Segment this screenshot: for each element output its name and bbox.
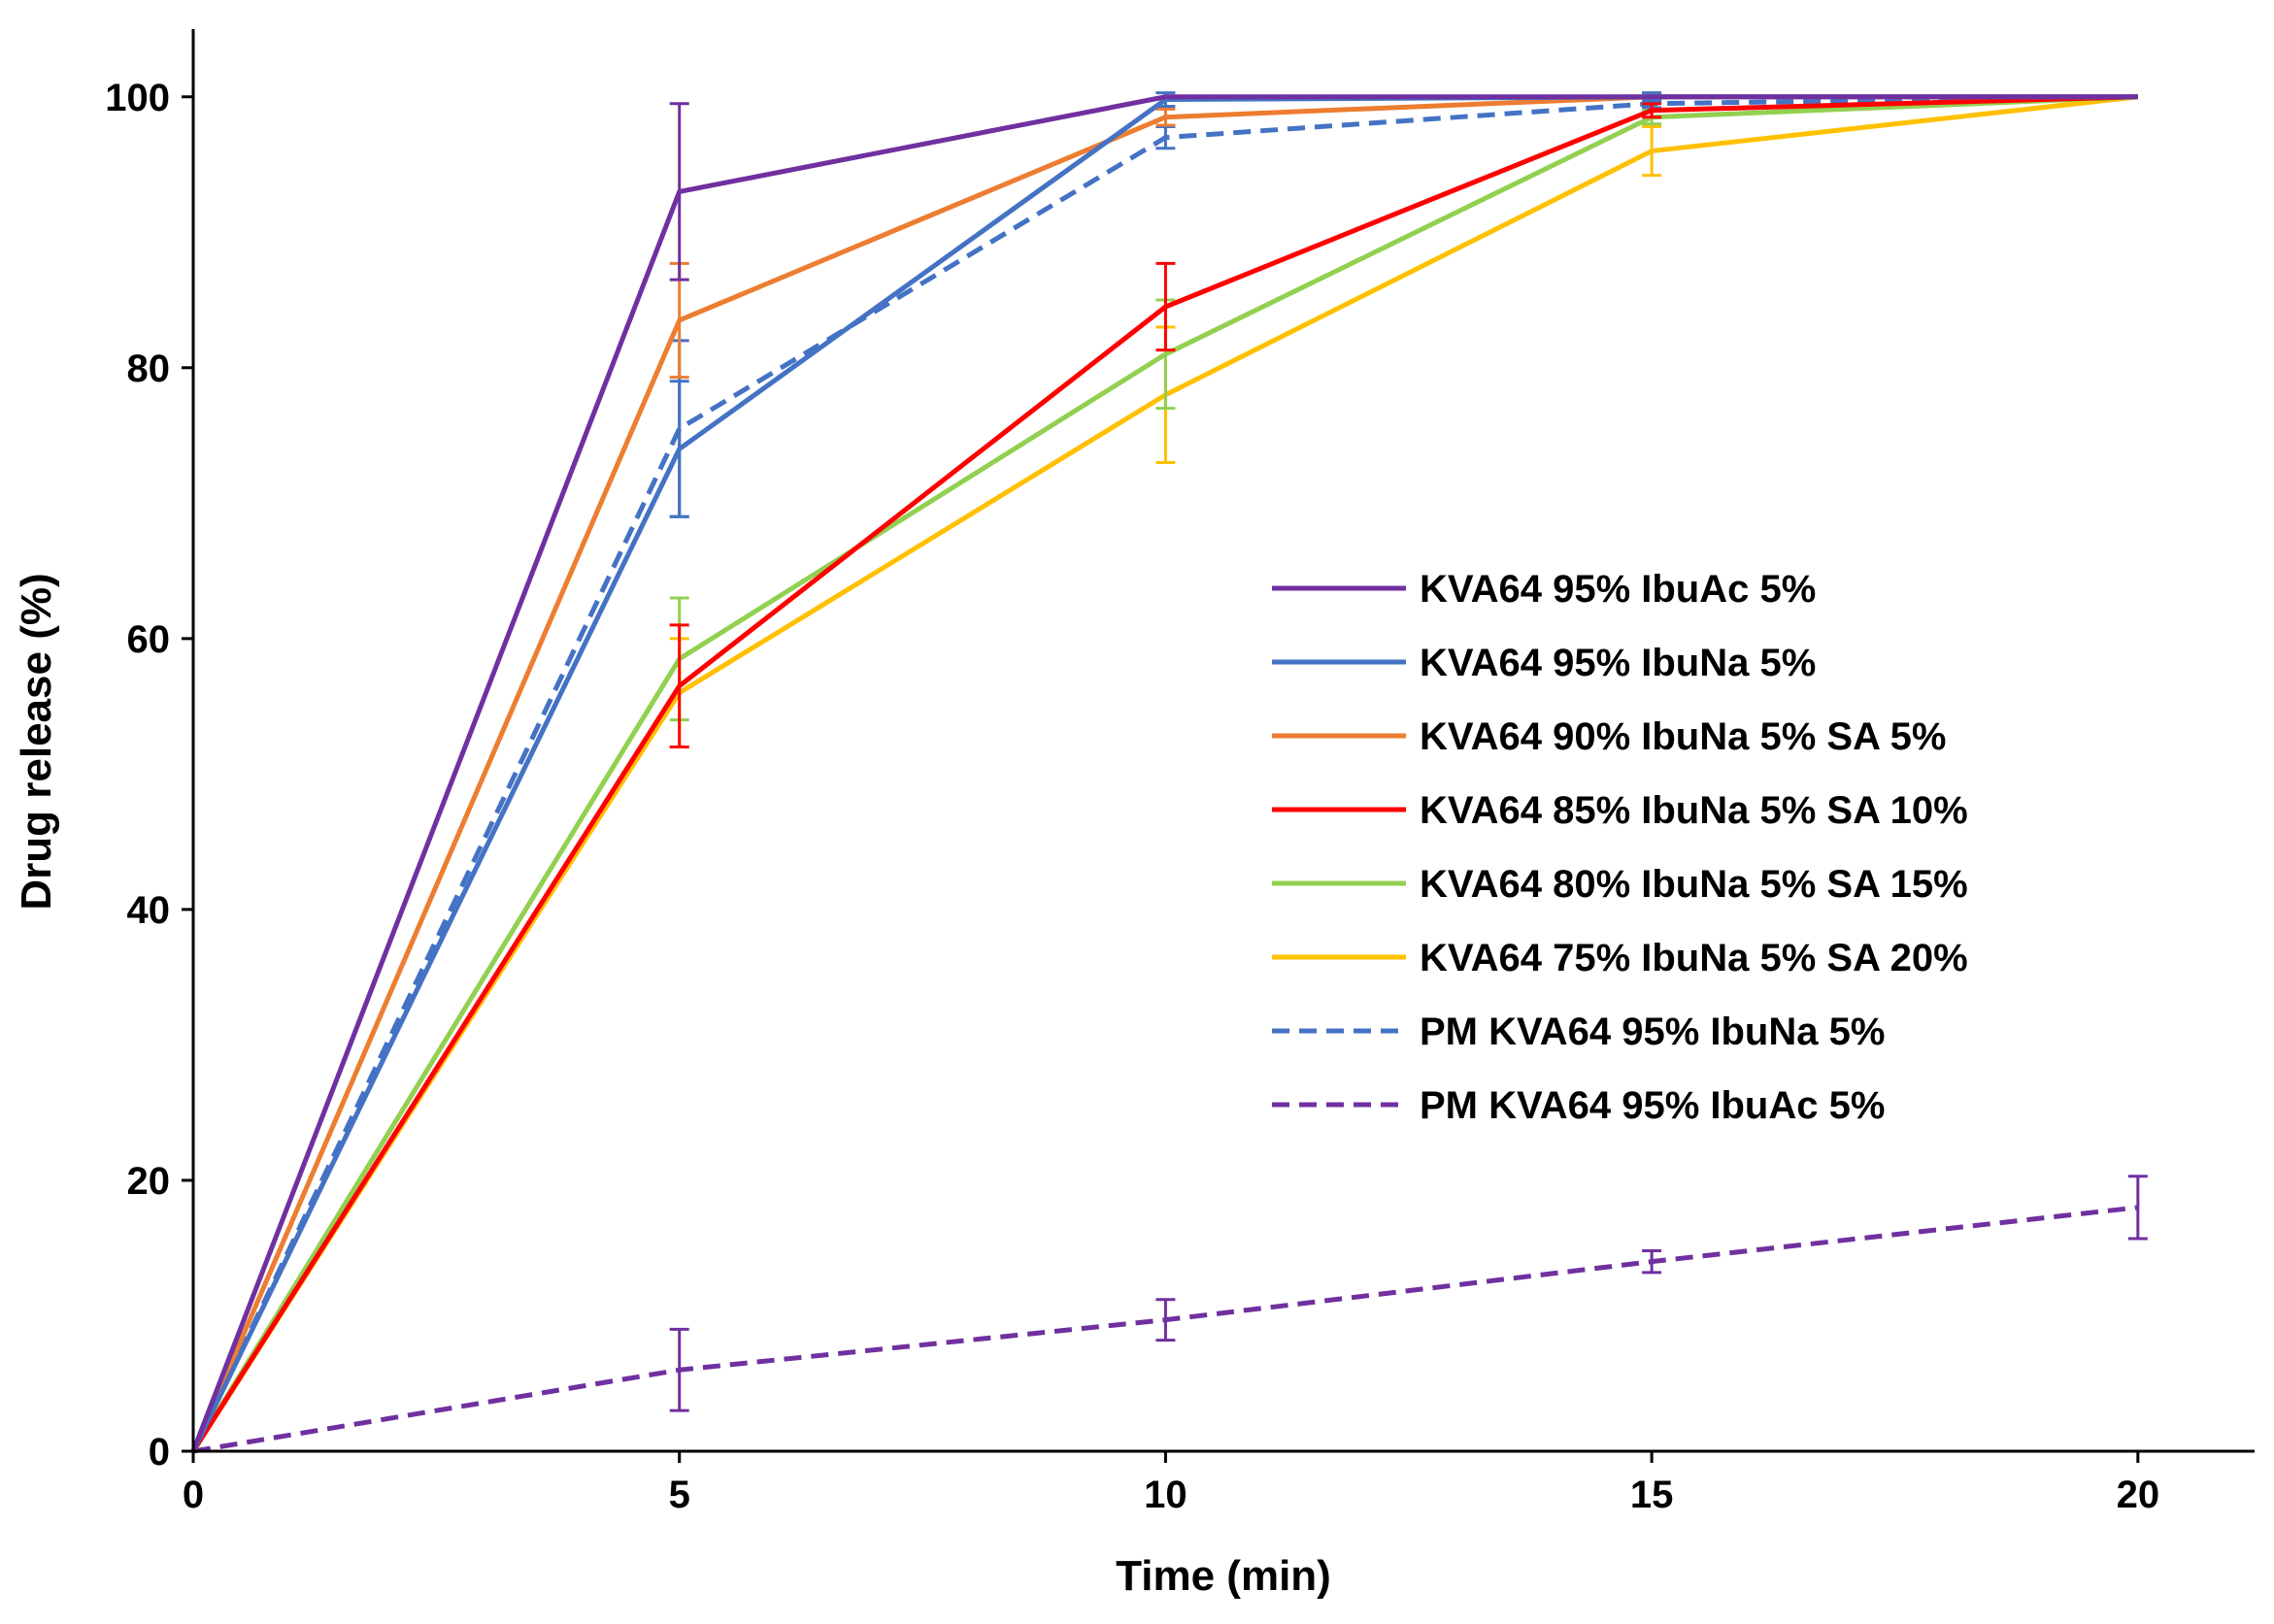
legend-label: PM KVA64 95% IbuNa 5% xyxy=(1420,1011,1885,1053)
y-tick-label: 60 xyxy=(127,618,171,661)
series-0 xyxy=(190,94,2138,1452)
legend-item: KVA64 80% IbuNa 5% SA 15% xyxy=(1272,863,1968,906)
legend-item: KVA64 95% IbuAc 5% xyxy=(1272,568,1816,611)
x-tick-label: 0 xyxy=(183,1474,204,1516)
legend-item: KVA64 75% IbuNa 5% SA 20% xyxy=(1272,937,1968,979)
y-tick-label: 100 xyxy=(105,77,170,119)
y-tick-label: 0 xyxy=(149,1431,170,1474)
legend-item: KVA64 95% IbuNa 5% xyxy=(1272,642,1816,684)
legend-item: KVA64 85% IbuNa 5% SA 10% xyxy=(1272,789,1968,832)
legend-label: KVA64 80% IbuNa 5% SA 15% xyxy=(1420,863,1968,906)
legend-label: KVA64 85% IbuNa 5% SA 10% xyxy=(1420,789,1968,832)
legend-label: KVA64 90% IbuNa 5% SA 5% xyxy=(1420,715,1946,758)
series-3 xyxy=(190,94,2138,1453)
y-tick-label: 80 xyxy=(127,348,171,390)
legend-item: PM KVA64 95% IbuAc 5% xyxy=(1272,1084,1885,1127)
legend-label: KVA64 95% IbuAc 5% xyxy=(1420,568,1816,611)
legend-label: PM KVA64 95% IbuAc 5% xyxy=(1420,1084,1885,1127)
legend-label: KVA64 95% IbuNa 5% xyxy=(1420,642,1816,684)
legend: KVA64 95% IbuAc 5% KVA64 95% IbuNa 5% KVA6… xyxy=(1272,568,1968,1127)
x-axis-title: Time (min) xyxy=(1116,1552,1331,1600)
legend-item: PM KVA64 95% IbuNa 5% xyxy=(1272,1011,1885,1053)
ticks: 0 5 10 15 20 0 20 40 60 80 100 xyxy=(105,77,2159,1516)
x-tick-label: 5 xyxy=(669,1474,690,1516)
x-tick-label: 20 xyxy=(2117,1474,2160,1516)
y-tick-label: 20 xyxy=(127,1160,171,1203)
y-tick-label: 40 xyxy=(127,889,171,932)
series-7 xyxy=(192,1175,2148,1454)
axes xyxy=(191,29,2255,1453)
x-tick-label: 10 xyxy=(1144,1474,1187,1516)
series-line xyxy=(190,94,2138,1452)
legend-item: KVA64 90% IbuNa 5% SA 5% xyxy=(1272,715,1946,758)
legend-label: KVA64 75% IbuNa 5% SA 20% xyxy=(1420,937,1968,979)
y-axis-title: Drug release (%) xyxy=(13,573,60,910)
plot-area xyxy=(190,91,2148,1454)
x-tick-label: 15 xyxy=(1630,1474,1674,1516)
